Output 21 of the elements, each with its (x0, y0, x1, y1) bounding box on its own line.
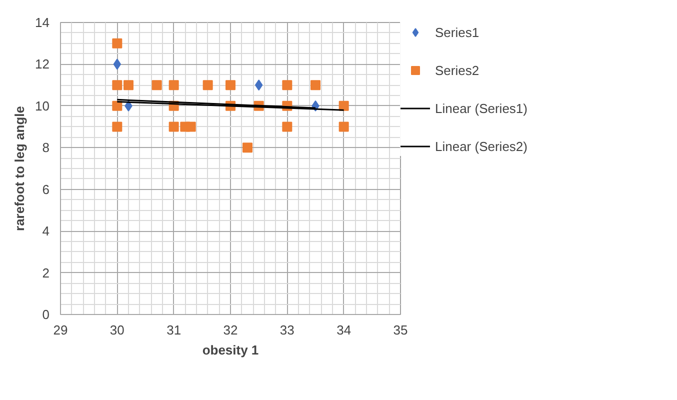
y-tick-label: 4 (42, 224, 50, 239)
y-tick-label: 12 (35, 56, 50, 72)
legend-label: Series2 (435, 62, 480, 78)
x-tick-label: 31 (166, 322, 182, 338)
legend-label: Series1 (435, 24, 480, 40)
legend-label: Linear (Series2) (435, 138, 528, 154)
y-tick-label: 10 (35, 98, 50, 114)
y-tick-label: 8 (42, 140, 50, 156)
legend-label: Linear (Series1) (435, 100, 528, 116)
y-axis-title: rarefoot to leg angle (12, 106, 28, 231)
x-tick-label: 35 (393, 322, 408, 338)
y-tick-label: 14 (35, 15, 50, 30)
y-tick-label: 2 (42, 265, 50, 280)
x-tick-label: 32 (223, 322, 238, 338)
x-tick-label: 33 (280, 322, 294, 338)
x-tick-label: 30 (110, 322, 124, 338)
x-axis-title: obesity 1 (202, 342, 259, 358)
x-tick-label: 34 (336, 322, 352, 338)
x-tick-label: 29 (53, 322, 68, 338)
y-tick-label: 6 (42, 182, 50, 197)
y-tick-label: 0 (42, 307, 50, 322)
